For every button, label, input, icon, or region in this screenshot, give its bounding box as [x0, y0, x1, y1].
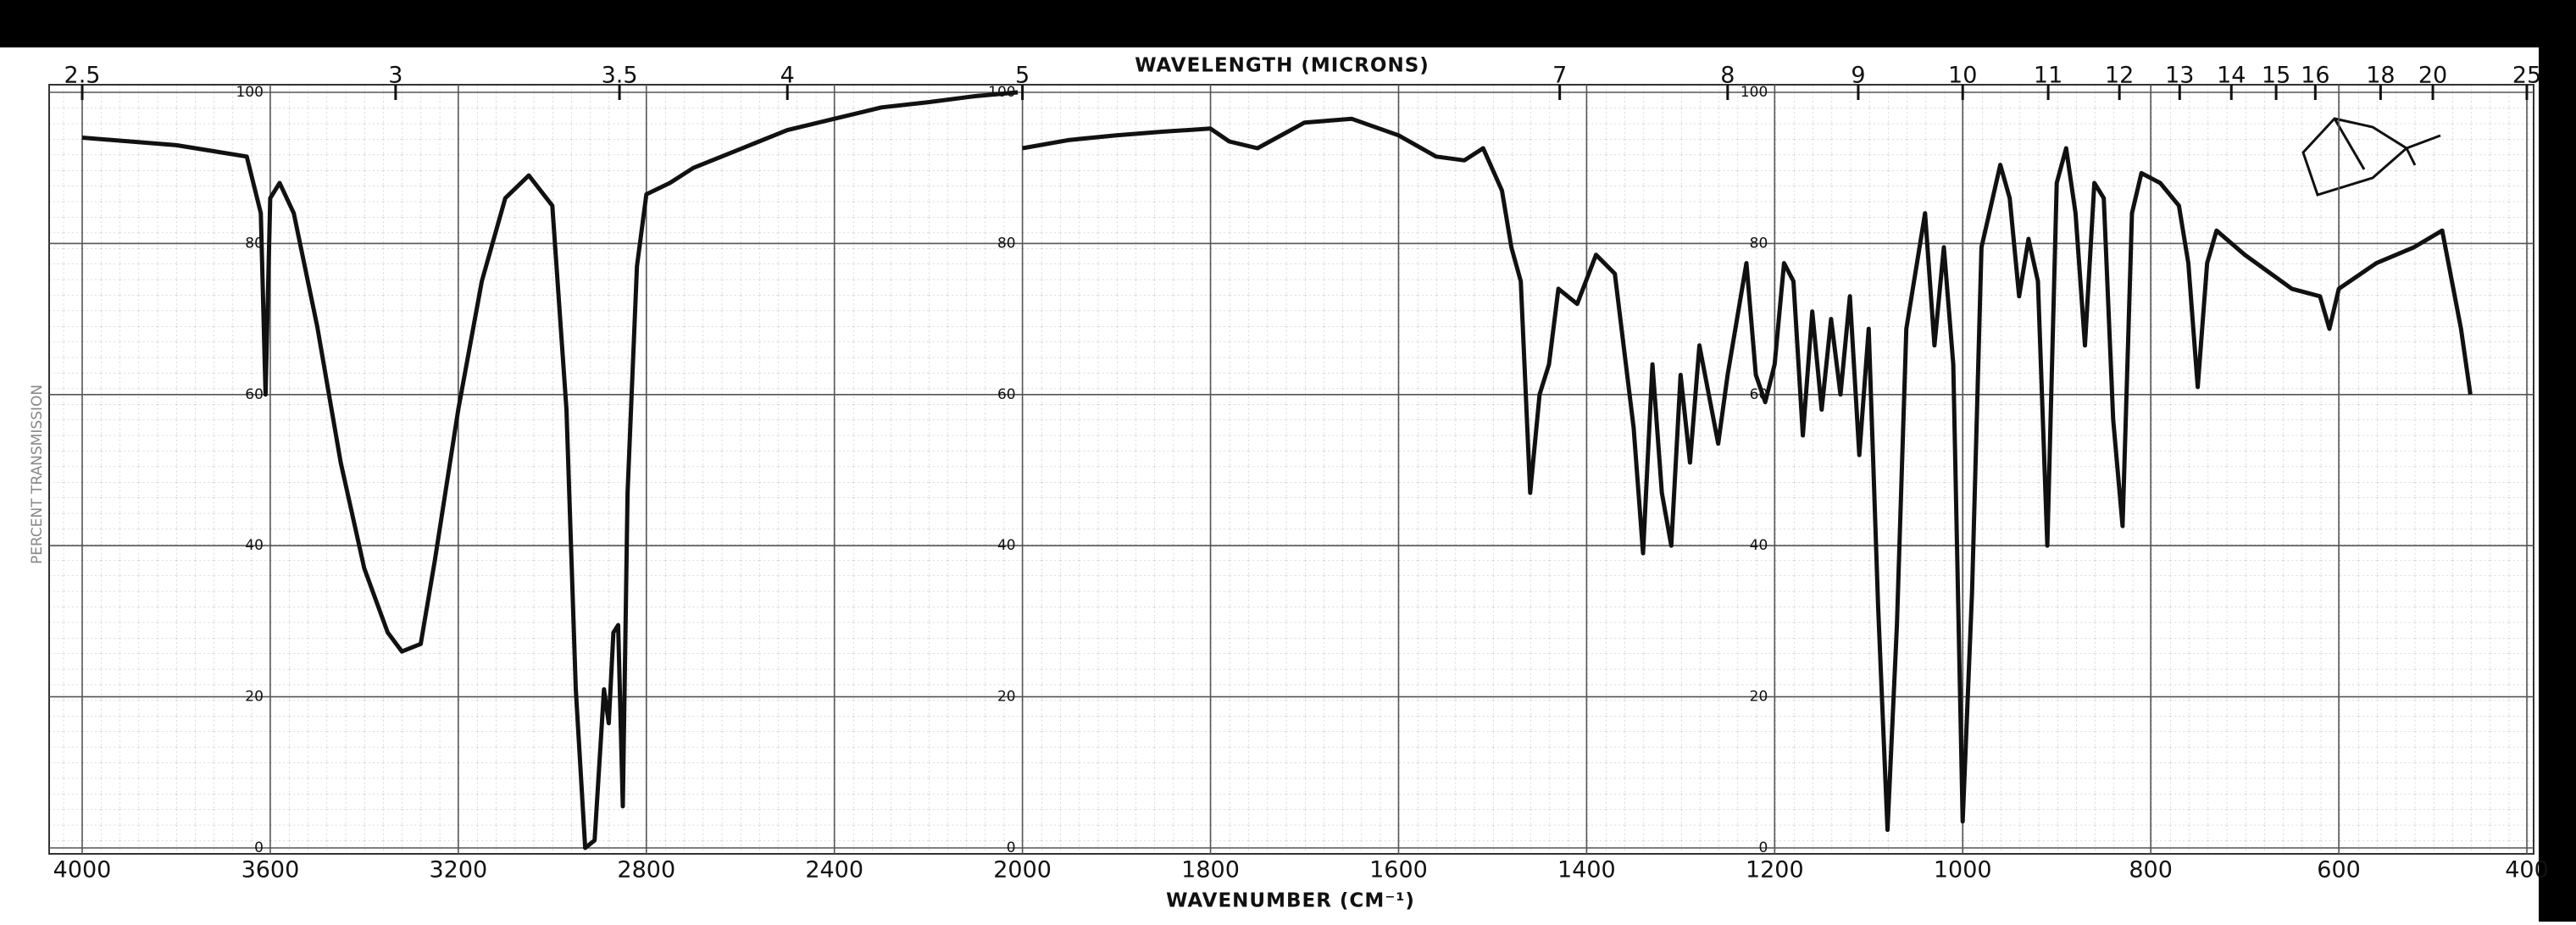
y-tick-label: 40 — [245, 537, 264, 554]
minor-grid — [49, 85, 2534, 854]
x2-tick-label: 7 — [1552, 63, 1567, 89]
x-tick-label: 2400 — [805, 857, 863, 883]
y-tick-label: 100 — [236, 84, 263, 101]
x2-tick-label: 14 — [2217, 63, 2246, 89]
x-tick-label: 1800 — [1181, 857, 1240, 883]
y-tick-label: 80 — [997, 235, 1016, 252]
x2-tick-label: 25 — [2512, 63, 2541, 89]
chart-title: WAVELENGTH (MICRONS) — [1135, 55, 1430, 77]
x2-tick-label: 18 — [2366, 63, 2395, 89]
x2-tick-label: 2.5 — [64, 63, 101, 89]
x-tick-label: 2800 — [617, 857, 675, 883]
y-tick-label: 60 — [997, 386, 1016, 403]
x2-tick-label: 3.5 — [602, 63, 638, 89]
y-tick-label: 40 — [997, 537, 1016, 554]
y-tick-label: 0 — [254, 839, 264, 856]
x-axis-title: WAVENUMBER (CM⁻¹) — [1166, 890, 1415, 912]
x2-tick-label: 15 — [2262, 63, 2290, 89]
y-axis-title: PERCENT TRANSMISSION — [29, 385, 46, 564]
y-tick-label: 40 — [1750, 537, 1768, 554]
x-tick-label: 1600 — [1369, 857, 1428, 883]
x-tick-label: 3600 — [242, 857, 300, 883]
y-tick-label: 20 — [997, 689, 1016, 706]
structure-sketch — [2301, 117, 2441, 197]
y-tick-label: 20 — [1750, 689, 1768, 706]
top-border — [0, 0, 2576, 47]
x2-tick-label: 11 — [2034, 63, 2062, 89]
x2-tick-label: 3 — [388, 63, 402, 89]
x2-tick-label: 5 — [1015, 63, 1030, 89]
x2-tick-label: 4 — [780, 63, 795, 89]
x-tick-label: 1200 — [1746, 857, 1804, 883]
y-tick-label: 100 — [1740, 84, 1768, 101]
x-tick-label: 3200 — [429, 857, 487, 883]
spectrum-line — [81, 90, 2473, 850]
x-tick-label: 1400 — [1557, 857, 1616, 883]
y-tick-label: 60 — [245, 386, 264, 403]
x2-tick-label: 10 — [1948, 63, 1977, 89]
x-tick-label: 4000 — [53, 857, 112, 883]
y-tick-label: 80 — [245, 235, 264, 252]
x2-tick-label: 13 — [2165, 63, 2194, 89]
x2-tick-label: 8 — [1720, 63, 1735, 89]
y-tick-label: 0 — [1007, 839, 1016, 856]
y-tick-label: 80 — [1750, 235, 1768, 252]
x2-tick-label: 12 — [2105, 63, 2134, 89]
right-border — [2539, 0, 2576, 922]
x-tick-label: 600 — [2317, 857, 2361, 883]
x2-tick-label: 9 — [1851, 63, 1865, 89]
x-tick-label: 800 — [2129, 857, 2173, 883]
x2-tick-label: 20 — [2418, 63, 2447, 89]
x-tick-label: 2000 — [993, 857, 1052, 883]
x2-tick-label: 16 — [2301, 63, 2329, 89]
y-tick-label: 20 — [245, 689, 264, 706]
x-tick-label: 400 — [2505, 857, 2549, 883]
plot-frame — [48, 84, 2534, 855]
y-tick-label: 0 — [1758, 839, 1768, 856]
x-tick-label: 1000 — [1934, 857, 1992, 883]
